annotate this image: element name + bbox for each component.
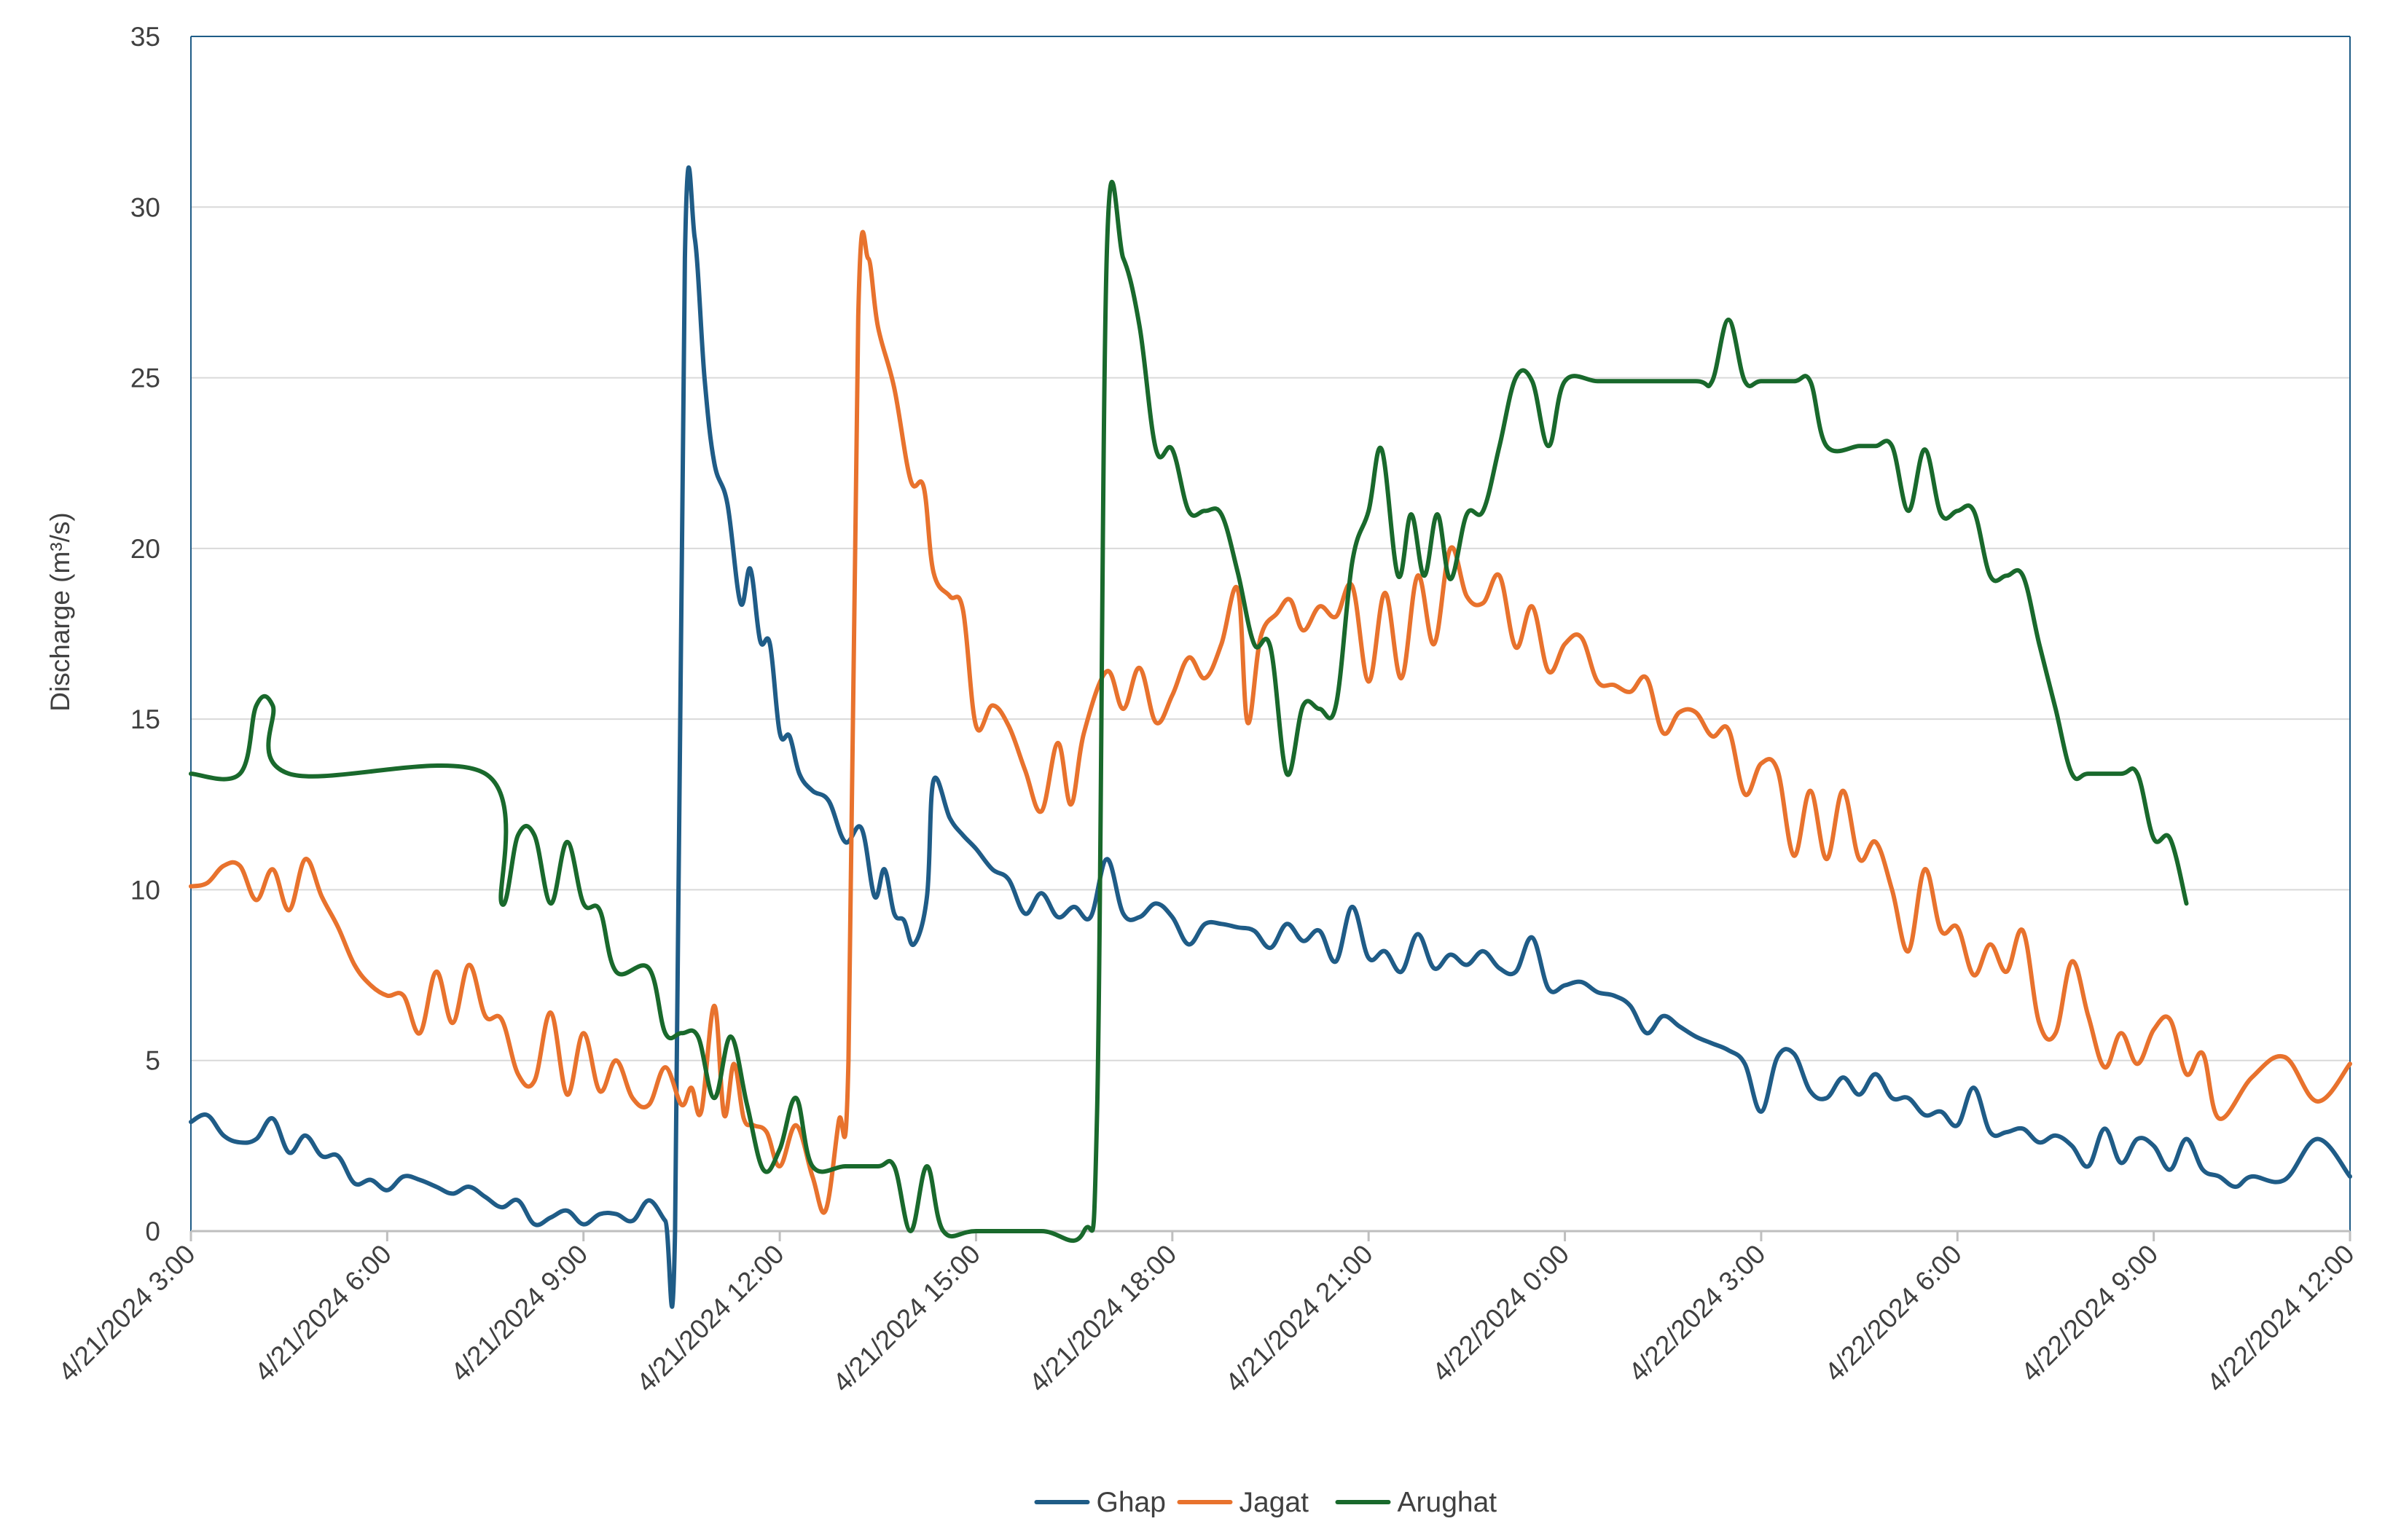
x-tick-label: 4/21/2024 3:00 [52,1239,201,1388]
x-tick-label: 4/21/2024 9:00 [445,1239,594,1388]
gridlines [191,36,2350,1061]
y-tick-label: 30 [130,192,160,222]
y-tick-label: 20 [130,534,160,564]
series-line-jagat [189,229,2352,1215]
x-tick-label: 4/21/2024 21:00 [1220,1239,1379,1398]
y-tick-label: 35 [130,22,160,52]
x-tick-label: 4/21/2024 12:00 [631,1239,790,1398]
y-tick-label: 25 [130,364,160,393]
y-tick-label: 0 [145,1217,160,1246]
series-line-arughat [189,179,2189,1244]
y-axis-title: Discharge (m³/s) [45,512,75,711]
axes [189,36,2351,1241]
legend-label-arughat: Arughat [1398,1487,1497,1518]
y-tick-label: 10 [130,875,160,905]
x-tick-label: 4/22/2024 9:00 [2016,1239,2164,1388]
x-tick-label: 4/22/2024 6:00 [1819,1239,1967,1388]
y-tick-label: 5 [145,1046,160,1076]
x-tick-label: 4/21/2024 15:00 [827,1239,986,1398]
legend-label-ghap: Ghap [1097,1487,1166,1518]
tick-labels: 0 5 10 15 20 25 30 35 4/21/2024 3:00 4/21/2024 6:… [52,22,2360,1398]
x-tick-label: 4/22/2024 12:00 [2201,1239,2360,1398]
series-lines [189,165,2352,1309]
y-tick-label: 15 [130,704,160,734]
x-tick-label: 4/22/2024 0:00 [1427,1239,1575,1388]
x-tick-label: 4/21/2024 18:00 [1023,1239,1182,1398]
x-tick-label: 4/22/2024 3:00 [1623,1239,1771,1388]
x-tick-label: 4/21/2024 6:00 [248,1239,397,1388]
legend: Ghap Jagat Arughat [1034,1487,1497,1518]
series-line-ghap [189,165,2352,1309]
legend-label-jagat: Jagat [1239,1487,1309,1518]
